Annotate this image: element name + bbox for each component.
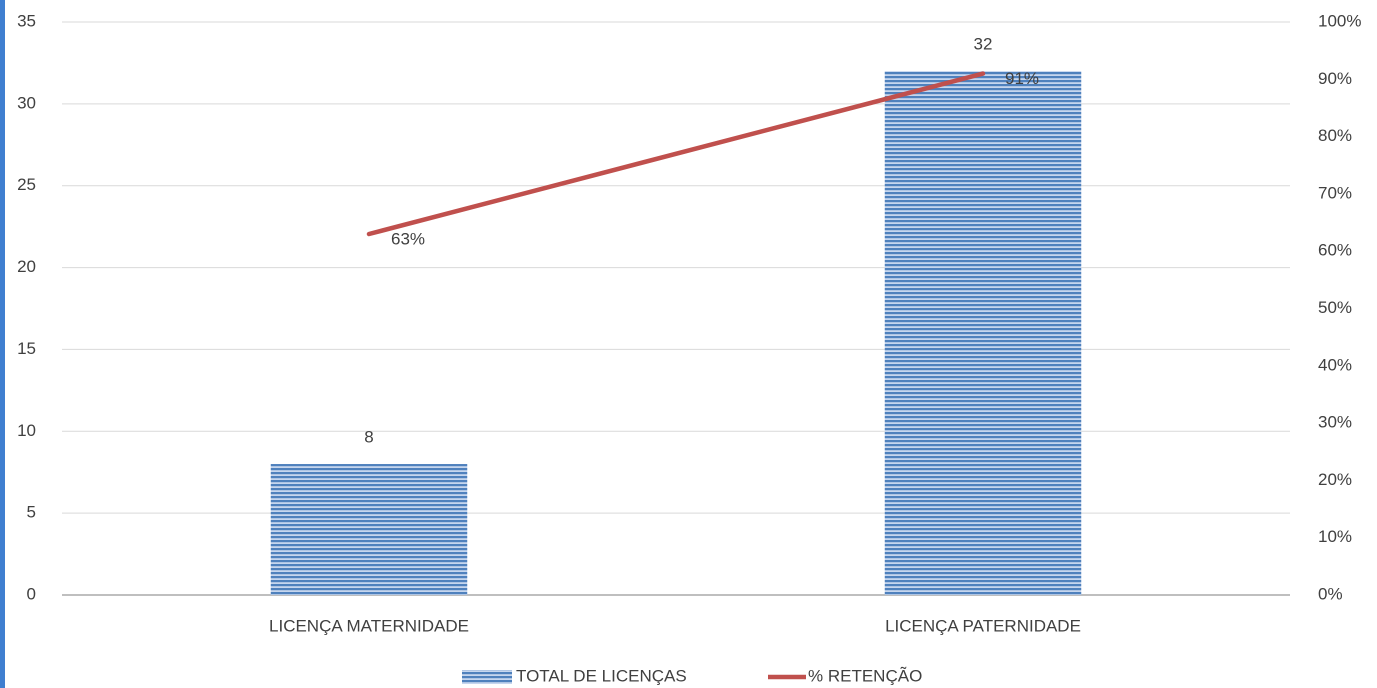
y2-tick-label: 50% [1318,298,1352,317]
data-label: 63% [391,229,425,248]
y2-tick-label: 60% [1318,241,1352,260]
legend-swatch [462,670,512,684]
y-tick-label: 20 [17,257,36,276]
bar [884,71,1082,596]
y2-tick-label: 30% [1318,413,1352,432]
y-tick-label: 10 [17,421,36,440]
line [366,71,986,237]
data-label: 8 [364,428,373,447]
y-tick-label: 15 [17,339,36,358]
y2-tick-label: 10% [1318,527,1352,546]
y-tick-label: 25 [17,175,36,194]
y2-tick-label: 40% [1318,355,1352,374]
legend-label: TOTAL DE LICENÇAS [516,666,687,685]
y2-tick-label: 70% [1318,183,1352,202]
y2-tick-label: 80% [1318,126,1352,145]
data-label: 91% [1005,69,1039,88]
data-label: 32 [974,35,993,54]
y2-tick-label: 0% [1318,584,1343,603]
y2-tick-label: 100% [1318,11,1361,30]
y2-tick-label: 20% [1318,470,1352,489]
y2-tick-label: 90% [1318,69,1352,88]
x-tick-label: LICENÇA PATERNIDADE [885,616,1081,635]
y-tick-label: 0 [27,584,36,603]
bar [270,464,468,595]
y-tick-label: 35 [17,11,36,30]
x-tick-label: LICENÇA MATERNIDADE [269,616,469,635]
y-tick-label: 5 [27,503,36,522]
legend-label: % RETENÇÃO [808,666,922,685]
y-tick-label: 30 [17,93,36,112]
left-edge [0,0,5,688]
